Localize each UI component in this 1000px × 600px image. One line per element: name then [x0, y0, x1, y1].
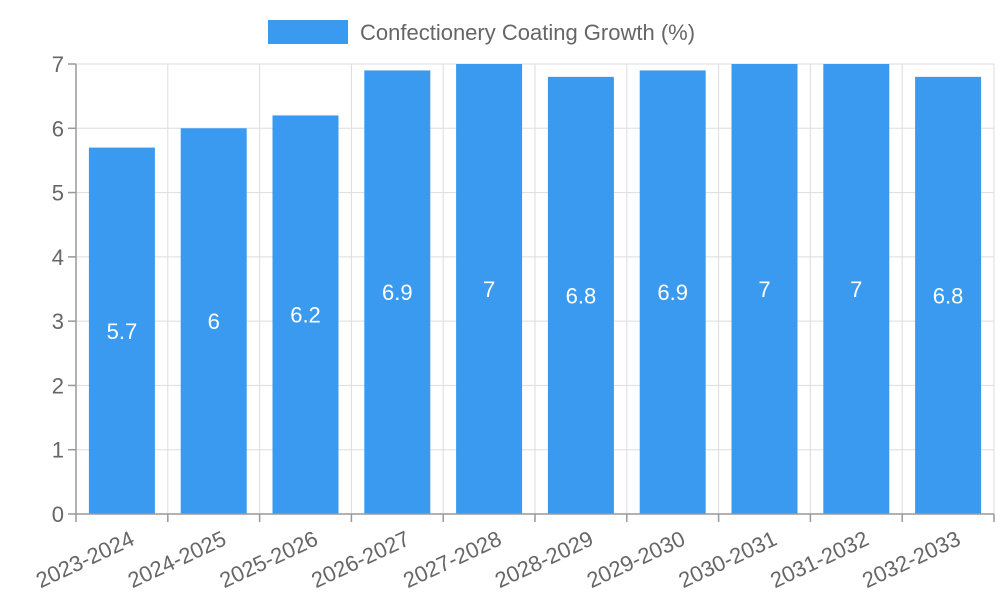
data-label: 6	[208, 309, 220, 334]
x-tick-label: 2027-2028	[399, 526, 505, 593]
bar-2030-2031[interactable]	[731, 64, 798, 514]
data-label: 5.7	[107, 319, 138, 344]
bar-2032-2033[interactable]	[915, 76, 982, 514]
data-label: 7	[850, 277, 862, 302]
data-label: 7	[483, 277, 495, 302]
x-tick-label: 2023-2024	[32, 526, 138, 593]
x-tick-label: 2030-2031	[675, 526, 781, 593]
x-tick-label: 2025-2026	[216, 526, 322, 593]
x-tick-label: 2029-2030	[583, 526, 689, 593]
y-tick-label: 4	[52, 245, 64, 270]
data-label: 7	[758, 277, 770, 302]
data-label: 6.8	[933, 283, 964, 308]
y-tick-label: 3	[52, 309, 64, 334]
bar-2025-2026[interactable]	[272, 115, 339, 514]
bar-2028-2029[interactable]	[547, 76, 614, 514]
y-tick-label: 0	[52, 502, 64, 527]
data-label: 6.2	[290, 303, 321, 328]
data-label: 6.8	[566, 283, 597, 308]
bar-2026-2027[interactable]	[364, 70, 431, 514]
y-tick-label: 6	[52, 116, 64, 141]
x-tick-label: 2024-2025	[124, 526, 230, 593]
x-tick-label: 2026-2027	[307, 526, 413, 593]
y-tick-label: 2	[52, 373, 64, 398]
y-tick-label: 1	[52, 438, 64, 463]
x-tick-label: 2031-2032	[766, 526, 872, 593]
legend[interactable]: Confectionery Coating Growth (%)	[268, 20, 695, 45]
data-labels: 5.7 6 6.2 6.9 7 6.8 6.9 7 7 6.8	[107, 277, 964, 344]
bar-2023-2024[interactable]	[88, 147, 155, 515]
legend-label[interactable]: Confectionery Coating Growth (%)	[360, 20, 695, 45]
y-tick-label: 5	[52, 181, 64, 206]
bar-2029-2030[interactable]	[639, 70, 706, 514]
legend-swatch[interactable]	[268, 20, 348, 44]
data-label: 6.9	[382, 280, 413, 305]
y-tick-label: 7	[52, 52, 64, 77]
x-tick-label: 2032-2033	[858, 526, 964, 593]
bar-2024-2025[interactable]	[180, 128, 247, 515]
bar-2027-2028[interactable]	[456, 64, 523, 514]
x-tick-label: 2028-2029	[491, 526, 597, 593]
data-label: 6.9	[657, 280, 688, 305]
bar-2031-2032[interactable]	[823, 64, 890, 514]
bars	[88, 64, 982, 515]
